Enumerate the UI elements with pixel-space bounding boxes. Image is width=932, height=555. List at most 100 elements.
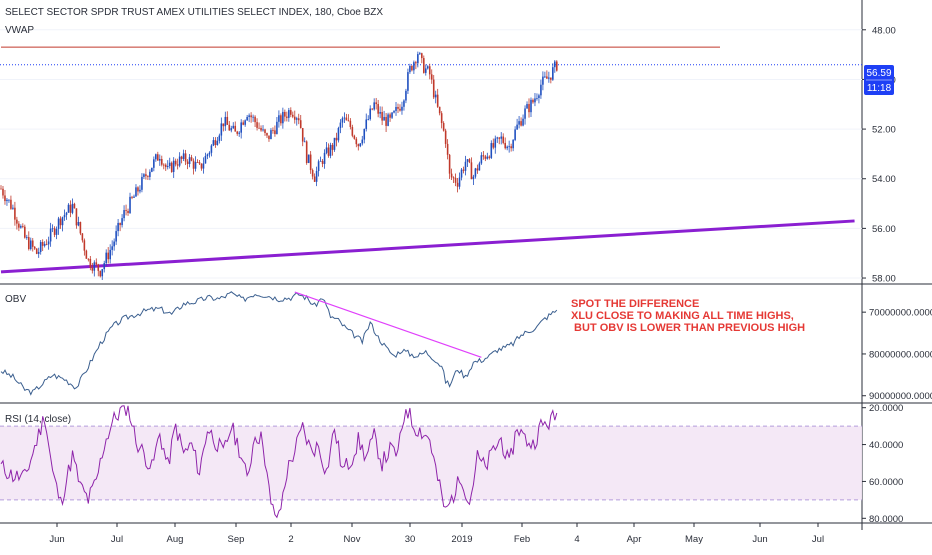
rsi-series[interactable]	[0, 405, 558, 519]
candle-body	[297, 118, 300, 121]
obv-tick-label: 90000000.0000	[869, 391, 932, 402]
candle-body	[317, 161, 320, 172]
candle-body	[458, 177, 461, 187]
candle-body	[530, 99, 532, 113]
candle-body	[299, 120, 302, 129]
candle-body	[478, 163, 481, 171]
candle-body	[411, 65, 413, 71]
candle-body	[95, 262, 98, 265]
vwap-trendline[interactable]	[0, 219, 855, 274]
time-tick-label: 2	[288, 534, 293, 545]
candle-body	[389, 114, 391, 118]
candle-body	[335, 137, 338, 141]
candle-body	[288, 110, 290, 118]
candle-body	[524, 108, 526, 119]
candle-body	[423, 58, 425, 73]
candle-body	[113, 241, 115, 247]
candle-body	[510, 146, 512, 149]
candle-body	[409, 65, 411, 73]
candle-body	[426, 66, 429, 69]
annotation-text[interactable]: SPOT THE DIFFERENCE XLU CLOSE TO MAKING …	[571, 298, 805, 334]
candle-body	[367, 119, 370, 120]
candle-body	[468, 159, 471, 163]
candle-body	[484, 156, 487, 159]
price-tick-label: 48.00	[872, 25, 896, 36]
candle-body	[397, 106, 399, 109]
candle-body	[490, 143, 493, 158]
candles-series[interactable]	[0, 51, 558, 281]
time-tick-label: Apr	[627, 534, 642, 545]
candle-body	[452, 177, 455, 179]
candle-body	[476, 168, 479, 171]
candle-body	[313, 176, 316, 182]
time-tick-label: Jun	[49, 534, 64, 545]
candle-body	[93, 262, 96, 271]
rsi-tick-label: 20.0000	[869, 403, 903, 414]
time-tick-label: Aug	[167, 534, 184, 545]
candle-body	[293, 116, 296, 120]
candle-body	[371, 108, 373, 110]
candle-body	[295, 118, 298, 120]
candle-body	[63, 214, 66, 218]
candle-body	[109, 249, 111, 260]
candle-body	[504, 142, 506, 149]
rsi-axis[interactable]: 80.0000 60.0000 40.0000 20.0000	[862, 403, 903, 525]
candle-body	[129, 196, 131, 213]
candle-body	[69, 204, 72, 213]
candle-body	[123, 210, 125, 219]
candle-body	[363, 128, 366, 140]
candle-body	[494, 138, 497, 148]
indicator-label-obv[interactable]: OBV	[5, 294, 26, 305]
candle-body	[204, 156, 207, 164]
candle-body	[405, 90, 407, 101]
obv-line	[0, 291, 558, 396]
candle-body	[262, 129, 264, 131]
time-axis[interactable]: Jun Jul Aug Sep 2 Nov 30 2019 Feb 4 Apr May Jun Jul	[49, 523, 824, 545]
candle-body	[345, 117, 348, 121]
candle-body	[311, 170, 314, 177]
candle-body	[319, 160, 322, 162]
candle-body	[331, 144, 334, 150]
candle-body	[403, 100, 405, 107]
candle-body	[379, 111, 381, 114]
candle-body	[111, 246, 113, 250]
candle-body	[0, 188, 2, 190]
candle-body	[321, 160, 324, 164]
candle-body	[315, 171, 318, 182]
candle-body	[26, 237, 28, 238]
candle-body	[157, 154, 159, 161]
obv-trendline[interactable]	[294, 291, 482, 358]
candle-body	[43, 243, 46, 246]
candle-body	[67, 204, 70, 213]
candle-body	[309, 154, 312, 171]
candle-body	[407, 72, 409, 91]
indicator-label-vwap[interactable]: VWAP	[5, 25, 34, 36]
candle-body	[22, 226, 24, 227]
candle-body	[359, 143, 362, 147]
candle-body	[339, 122, 342, 129]
time-tick-label: 4	[574, 534, 579, 545]
time-tick-label: 2019	[451, 534, 472, 545]
candle-body	[472, 176, 475, 180]
candle-body	[160, 159, 163, 165]
candle-body	[337, 128, 340, 141]
rsi-tick-label: 40.0000	[869, 440, 903, 451]
indicator-label-rsi[interactable]: RSI (14, close)	[5, 414, 71, 425]
candle-body	[290, 110, 292, 115]
candle-body	[184, 153, 187, 162]
candle-body	[270, 130, 272, 140]
candle-body	[97, 264, 100, 271]
annotation-line-1: SPOT THE DIFFERENCE	[571, 298, 699, 310]
candle-body	[218, 135, 221, 141]
last-price-badge: 56.59 11:18	[864, 65, 894, 95]
obv-series[interactable]	[0, 291, 558, 396]
candle-body	[81, 233, 84, 241]
candle-body	[538, 95, 540, 99]
candle-body	[220, 123, 223, 136]
obv-axis[interactable]: 90000000.0000 80000000.0000 70000000.0000	[862, 308, 932, 403]
candle-body	[278, 115, 280, 122]
obv-tick-label: 70000000.0000	[869, 308, 932, 319]
candle-body	[305, 141, 308, 163]
